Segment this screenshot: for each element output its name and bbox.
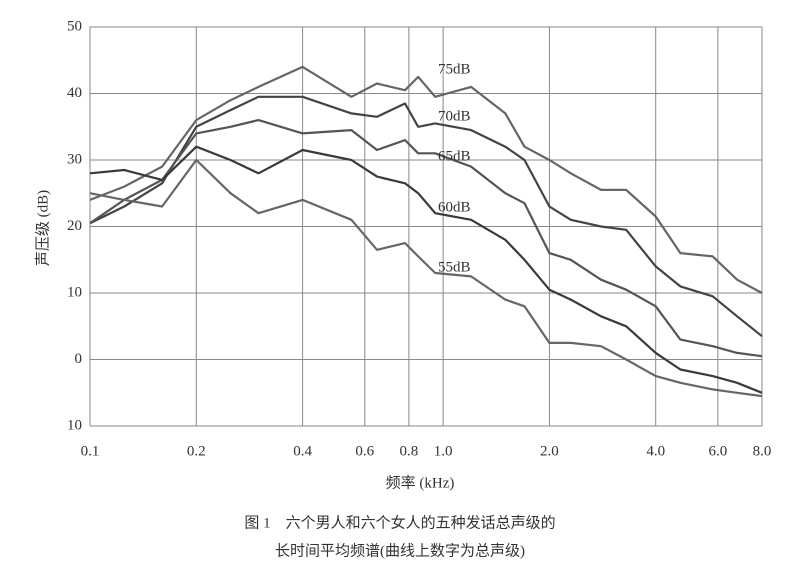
y-tick-label: 50 — [67, 18, 82, 34]
y-tick-label: 40 — [67, 85, 82, 101]
y-tick-label: 0 — [75, 351, 83, 367]
y-tick-label: 30 — [67, 151, 82, 167]
x-tick-label: 6.0 — [709, 443, 728, 459]
series-label: 70dB — [438, 108, 471, 124]
x-tick-label: 1.0 — [434, 443, 453, 459]
series-line — [89, 65, 763, 294]
series-label: 75dB — [438, 61, 471, 77]
x-tick-label: 0.6 — [355, 443, 374, 459]
caption: 图 1 六个男人和六个女人的五种发话总声级的 — [244, 513, 555, 531]
series-line — [89, 119, 763, 358]
series-line — [89, 145, 763, 394]
x-tick-label: 8.0 — [753, 443, 772, 459]
y-axis-label: 声压级 (dB) — [33, 190, 51, 266]
series-label: 65dB — [438, 148, 471, 164]
x-tick-label: 0.4 — [293, 443, 312, 459]
series-line — [89, 158, 763, 398]
x-tick-label: 0.1 — [81, 443, 100, 459]
x-tick-label: 0.2 — [187, 443, 206, 459]
x-tick-label: 2.0 — [540, 443, 559, 459]
y-tick-label: 10 — [67, 417, 82, 433]
series-label: 55dB — [438, 259, 471, 275]
y-tick-label: 20 — [67, 218, 82, 234]
x-axis-label: 频率 (kHz) — [386, 474, 455, 491]
y-tick-label: 10 — [67, 284, 82, 300]
x-tick-label: 4.0 — [646, 443, 665, 459]
series-line — [89, 95, 763, 338]
caption: 长时间平均频谱(曲线上数字为总声级) — [275, 541, 525, 559]
series-label: 60dB — [438, 199, 471, 215]
x-tick-label: 0.8 — [400, 443, 419, 459]
